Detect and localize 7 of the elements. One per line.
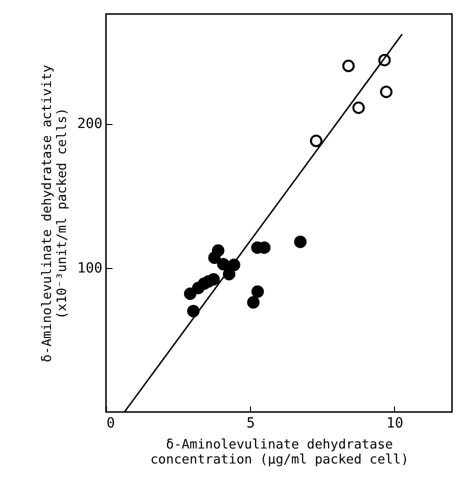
y-tick-label: 100 — [77, 260, 102, 276]
x-tick-label: 10 — [386, 416, 404, 432]
x-tick-label: 0 — [106, 416, 115, 432]
y-axis-title: δ-Aminolevulinate dehydratase activity (x10⁻³unit/ml packed cells) — [40, 64, 70, 362]
x-axis-title: δ-Aminolevulinate dehydratase concentration (µg/ml packed cell) — [150, 438, 409, 468]
x-tick-label: 5 — [246, 416, 255, 432]
y-tick-label: 200 — [77, 116, 102, 132]
